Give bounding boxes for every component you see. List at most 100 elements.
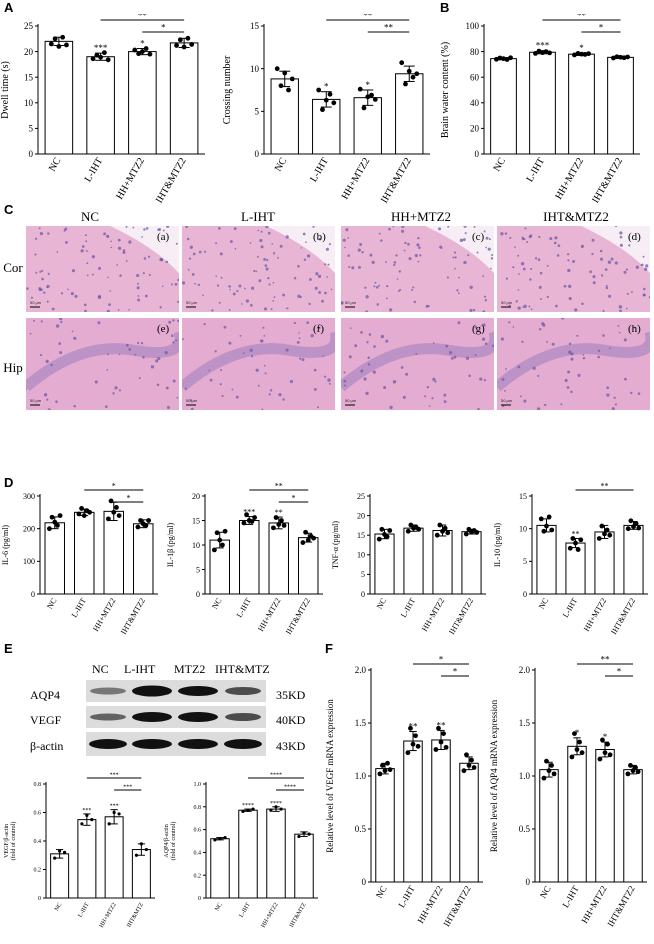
cell-nucleus [250, 355, 254, 358]
data-point [139, 842, 143, 846]
y-tick-label: 15 [250, 21, 260, 31]
data-point [323, 97, 329, 103]
cell-nucleus [255, 270, 258, 273]
data-point [607, 752, 613, 758]
category-label: L-IHT [308, 156, 331, 184]
category-label: IHT&MTZ [289, 902, 308, 929]
y-tick-label: 0.5 [519, 824, 531, 834]
cell-nucleus [223, 325, 227, 329]
cell-nucleus [570, 357, 574, 361]
cell-nucleus [84, 234, 87, 237]
tissue-edge [266, 226, 335, 274]
cell-nucleus [159, 306, 162, 309]
data-point [105, 57, 111, 63]
cell-nucleus [302, 232, 306, 236]
cell-nucleus [617, 324, 620, 327]
y-tick-label: 0.2 [34, 868, 42, 874]
cell-nucleus [177, 300, 179, 303]
cell-nucleus [483, 230, 486, 233]
cell-nucleus [112, 392, 115, 395]
data-point [136, 51, 141, 57]
panel-letter-e: E [4, 641, 13, 656]
cell-nucleus [257, 229, 259, 232]
histo-col-label: IHT&MTZ2 [543, 209, 609, 224]
cell-nucleus [272, 300, 274, 302]
cell-nucleus [260, 339, 264, 343]
bar [131, 849, 151, 899]
data-point [625, 771, 631, 777]
cell-nucleus [360, 331, 363, 334]
data-point [55, 523, 60, 528]
cell-nucleus [277, 256, 279, 259]
wb-lane-label: IHT&MTZ [215, 662, 270, 676]
cell-nucleus [481, 337, 486, 341]
data-point [80, 822, 84, 826]
data-point [633, 765, 638, 770]
cell-nucleus [568, 350, 572, 354]
cell-nucleus [260, 245, 264, 249]
cell-nucleus [428, 405, 431, 407]
cell-nucleus [403, 249, 406, 252]
data-point [48, 41, 54, 47]
cell-nucleus [313, 368, 317, 372]
data-point [461, 768, 467, 774]
bar [86, 56, 115, 155]
data-point [297, 834, 301, 839]
data-point [105, 516, 111, 522]
bracket-label: ** [384, 23, 394, 33]
y-tick-label: 10 [24, 98, 34, 108]
category-label: L-IHT [239, 902, 252, 919]
bar [536, 524, 557, 595]
cell-nucleus [81, 245, 85, 248]
y-tick-label: 1.5 [519, 718, 531, 728]
data-point [52, 36, 58, 42]
cell-nucleus [296, 340, 300, 344]
cell-nucleus [467, 254, 470, 257]
cell-nucleus [136, 286, 140, 290]
y-tick-label: 0.6 [34, 811, 42, 817]
y-axis-label: Dwell time (s) [0, 61, 11, 119]
data-point [302, 831, 306, 835]
cell-nucleus [174, 282, 178, 286]
cell-nucleus [505, 368, 507, 370]
bracket-label: ** [275, 482, 283, 491]
y-axis-label: TNF-α (pg/ml) [331, 521, 340, 569]
cell-nucleus [35, 271, 38, 274]
bracket-label: * [127, 494, 131, 503]
y-tick-label: 20 [470, 124, 480, 134]
cell-nucleus [172, 341, 175, 344]
category-label: NC [45, 597, 58, 611]
y-tick-label: 20 [357, 511, 365, 520]
cell-nucleus [476, 251, 479, 254]
y-tick-label: 1.0 [194, 782, 202, 788]
significance-star: ** [275, 508, 283, 517]
cell-nucleus [38, 287, 42, 290]
cell-nucleus [55, 400, 58, 403]
data-point [441, 731, 446, 736]
cell-nucleus [469, 308, 473, 312]
cell-nucleus [393, 261, 397, 264]
cell-nucleus [619, 235, 623, 239]
significance-star: *** [110, 804, 119, 810]
y-tick-label: 0.4 [194, 851, 202, 857]
cell-nucleus [125, 260, 128, 262]
cell-nucleus [608, 294, 612, 298]
cell-nucleus [564, 378, 568, 383]
cell-nucleus [555, 304, 558, 308]
cell-nucleus [106, 309, 110, 312]
data-point [79, 506, 84, 511]
histology-image [341, 226, 494, 312]
data-point [117, 812, 121, 816]
cell-nucleus [40, 320, 43, 323]
data-point [251, 807, 255, 811]
data-point [547, 50, 552, 56]
cell-nucleus [260, 230, 263, 233]
y-tick-label: 20 [24, 47, 34, 57]
data-point [174, 43, 179, 48]
cell-nucleus [45, 359, 49, 363]
cell-nucleus [412, 286, 415, 289]
data-point [631, 524, 636, 530]
cell-nucleus [327, 378, 331, 382]
cell-nucleus [385, 261, 387, 263]
